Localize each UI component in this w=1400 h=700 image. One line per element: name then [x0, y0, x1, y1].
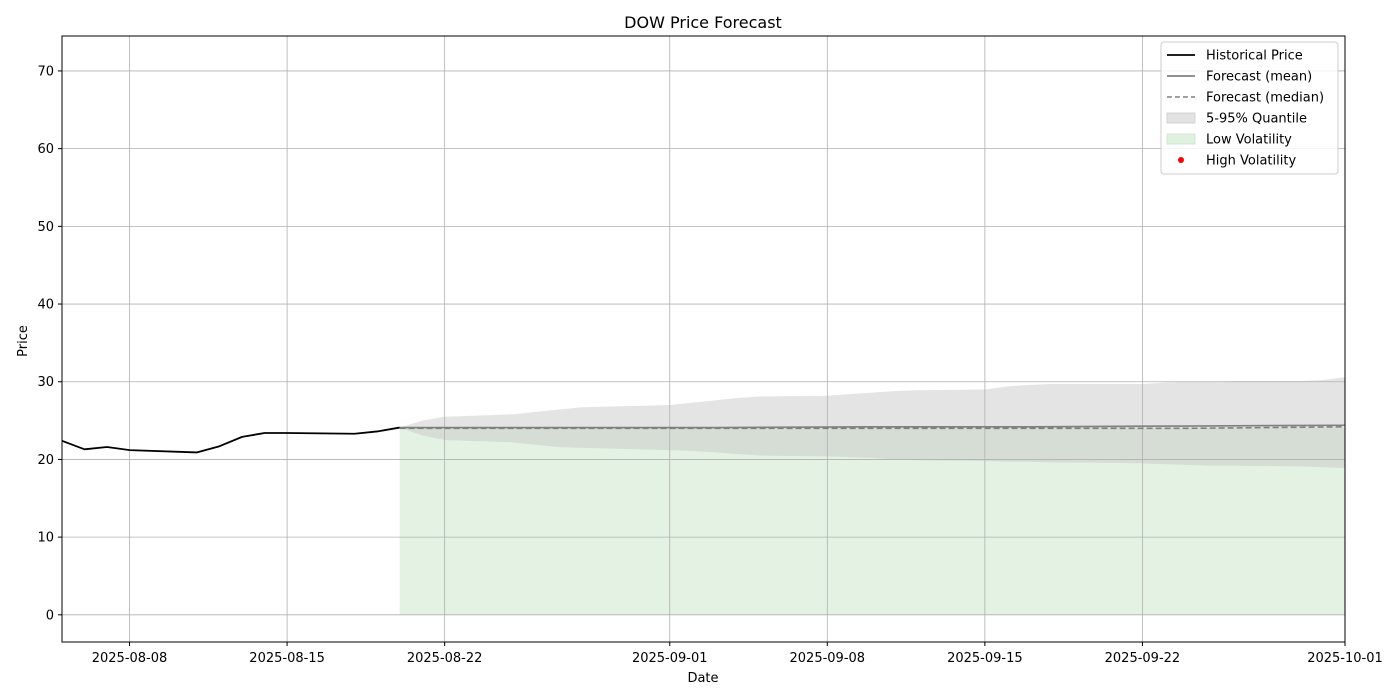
legend-swatch-high-volatility	[1178, 157, 1184, 163]
chart-title: DOW Price Forecast	[624, 13, 782, 32]
x-tick-label: 2025-09-08	[790, 651, 866, 666]
y-tick-label: 40	[37, 298, 54, 313]
y-tick-label: 10	[37, 531, 54, 546]
legend-label-historical-price: Historical Price	[1206, 49, 1303, 64]
legend-label-low-volatility: Low Volatility	[1206, 133, 1292, 148]
x-tick-label: 2025-08-15	[249, 651, 325, 666]
y-axis-label: Price	[16, 325, 31, 357]
series-forecast-median-	[399, 425, 1345, 430]
legend-label-high-volatility: High Volatility	[1206, 154, 1296, 169]
plot-area: 2025-08-08 2025-08-15 2025-08-22 2025-09-01…	[37, 35, 1383, 666]
x-axis-label: Date	[687, 671, 718, 686]
plot-content	[62, 36, 1345, 642]
band-5-95-quantile	[399, 377, 1345, 468]
series-historical-price	[62, 426, 400, 454]
x-tick-label: 2025-10-01	[1307, 651, 1383, 666]
legend-label-5-95-quantile: 5-95% Quantile	[1206, 112, 1307, 127]
y-tick-label: 0	[46, 608, 54, 623]
legend-box	[1160, 41, 1339, 175]
x-tick-label: 2025-08-08	[92, 651, 168, 666]
legend-swatch-low-volatility	[1166, 133, 1196, 145]
y-tick-label: 60	[37, 142, 54, 157]
y-tick-label: 50	[37, 220, 54, 235]
y-tick-label: 30	[37, 375, 54, 390]
x-tick-label: 2025-09-15	[947, 651, 1023, 666]
legend-label-forecast-mean-: Forecast (mean)	[1206, 70, 1312, 85]
plot-frame	[61, 35, 1346, 643]
legend: Historical Price Forecast (mean) Forecast …	[1160, 41, 1339, 175]
legend-label-forecast-median-: Forecast (median)	[1206, 91, 1324, 106]
x-tick-label: 2025-08-22	[407, 651, 483, 666]
x-tick-label: 2025-09-22	[1105, 651, 1181, 666]
band-low-volatility	[399, 427, 1345, 615]
legend-swatch-5-95-quantile	[1166, 112, 1196, 124]
x-tick-label: 2025-09-01	[632, 651, 708, 666]
y-tick-label: 70	[37, 64, 54, 79]
y-tick-label: 20	[37, 453, 54, 468]
